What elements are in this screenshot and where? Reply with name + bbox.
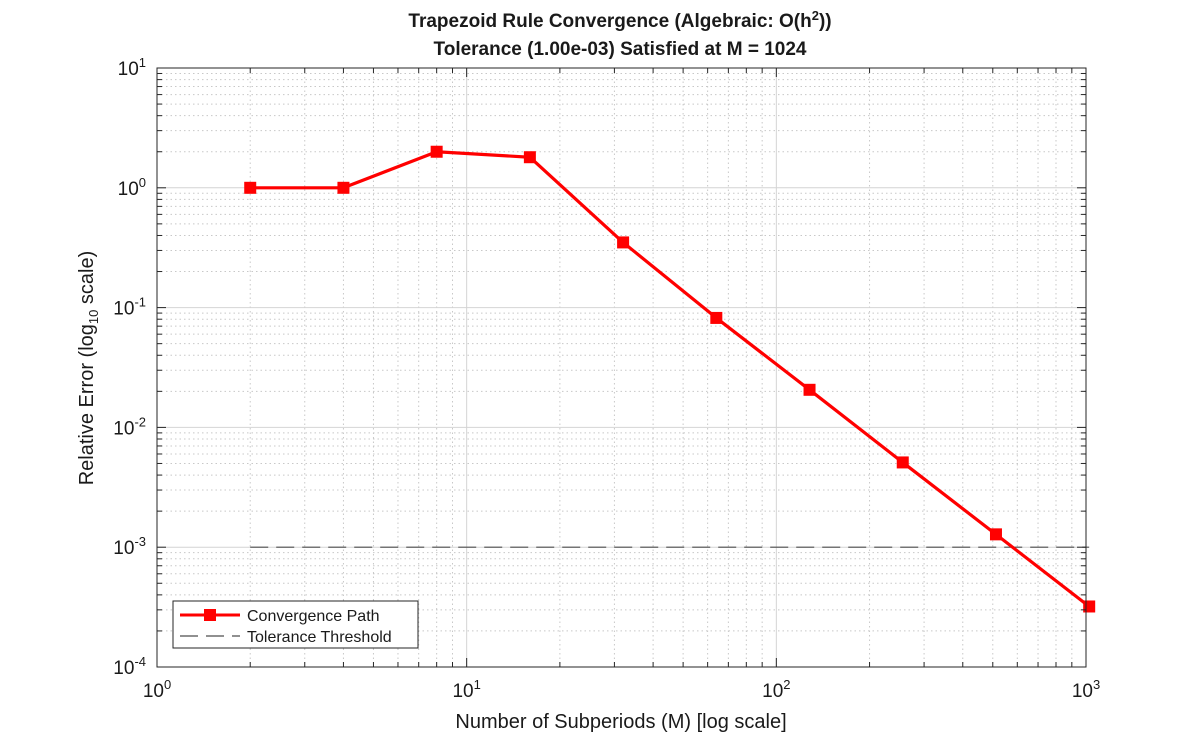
y-tick-label: 10-2 bbox=[113, 414, 146, 439]
x-tick-label: 103 bbox=[1072, 677, 1100, 702]
y-tick-label: 10-1 bbox=[113, 295, 146, 320]
x-axis-label: Number of Subperiods (M) [log scale] bbox=[455, 711, 786, 733]
convergence-data-point bbox=[523, 151, 536, 164]
legend: Convergence Path Tolerance Threshold bbox=[172, 600, 419, 649]
plot-area bbox=[157, 68, 1086, 667]
convergence-data-point bbox=[337, 181, 350, 194]
y-tick-label: 10-4 bbox=[113, 654, 146, 679]
chart-title-line1: Trapezoid Rule Convergence (Algebraic: O… bbox=[408, 8, 831, 32]
legend-label-convergence: Convergence Path bbox=[247, 608, 380, 625]
y-tick-labels: 10-4 10-3 10-2 10-1 100 101 bbox=[113, 55, 146, 679]
y-tick-label: 101 bbox=[118, 55, 146, 80]
legend-box bbox=[172, 600, 419, 649]
y-tick-label: 10-3 bbox=[113, 534, 146, 559]
convergence-data-point bbox=[617, 236, 630, 249]
convergence-data-point bbox=[710, 311, 723, 324]
convergence-data-point bbox=[244, 181, 257, 194]
chart-title-line2: Tolerance (1.00e-03) Satisfied at M = 10… bbox=[434, 39, 807, 60]
convergence-data-point bbox=[803, 383, 816, 396]
x-tick-label: 101 bbox=[452, 677, 480, 702]
y-axis-label: Relative Error (log10 scale) bbox=[76, 251, 101, 486]
x-tick-label: 102 bbox=[762, 677, 790, 702]
legend-label-tolerance: Tolerance Threshold bbox=[247, 629, 392, 646]
y-tick-label: 100 bbox=[118, 175, 146, 200]
x-tick-label: 100 bbox=[143, 677, 171, 702]
convergence-data-point bbox=[430, 145, 443, 158]
convergence-path-line bbox=[250, 150, 1091, 608]
convergence-data-point bbox=[896, 456, 909, 469]
legend-swatch-convergence-marker bbox=[204, 609, 216, 621]
series-layer bbox=[244, 145, 1096, 613]
plot-frame bbox=[156, 67, 1087, 668]
convergence-data-point bbox=[1083, 600, 1096, 613]
x-tick-labels: 100 101 102 103 bbox=[143, 677, 1100, 702]
ticks bbox=[156, 67, 1087, 668]
convergence-data-point bbox=[989, 528, 1002, 541]
